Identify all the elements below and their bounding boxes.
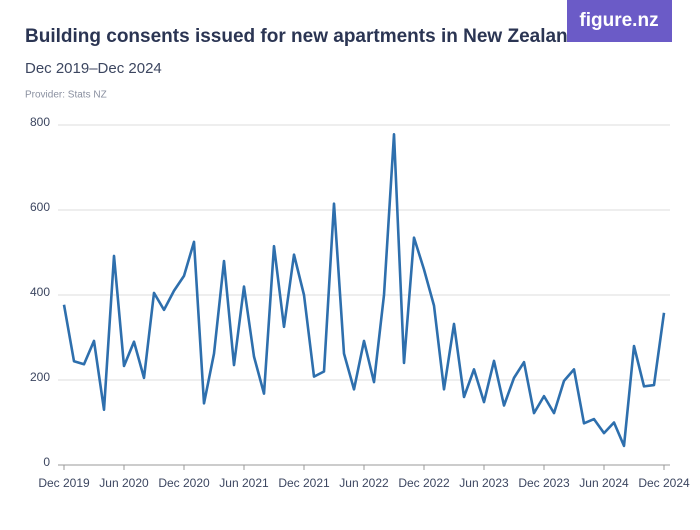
x-tick-label: Jun 2021 (219, 476, 269, 490)
y-tick-label: 200 (30, 370, 50, 384)
chart-subtitle: Dec 2019–Dec 2024 (25, 60, 162, 77)
y-tick-label: 0 (43, 455, 50, 469)
y-tick-label: 800 (30, 115, 50, 129)
x-tick-label: Dec 2022 (398, 476, 450, 490)
x-tick-label: Dec 2019 (38, 476, 90, 490)
x-tick-label: Dec 2023 (518, 476, 570, 490)
x-tick-label: Jun 2023 (459, 476, 509, 490)
x-tick-label: Dec 2021 (278, 476, 330, 490)
chart-title: Building consents issued for new apartme… (25, 26, 579, 47)
logo[interactable]: figure.nz (579, 10, 658, 31)
x-tick-label: Jun 2022 (339, 476, 389, 490)
y-tick-label: 600 (30, 200, 50, 214)
x-tick-label: Dec 2024 (638, 476, 690, 490)
x-tick-label: Jun 2024 (579, 476, 629, 490)
x-tick-label: Dec 2020 (158, 476, 210, 490)
y-tick-label: 400 (30, 285, 50, 299)
data-line (62, 133, 666, 448)
logo-box[interactable] (567, 0, 672, 42)
x-tick-label: Jun 2020 (99, 476, 149, 490)
provider: Provider: Stats NZ (25, 90, 107, 101)
